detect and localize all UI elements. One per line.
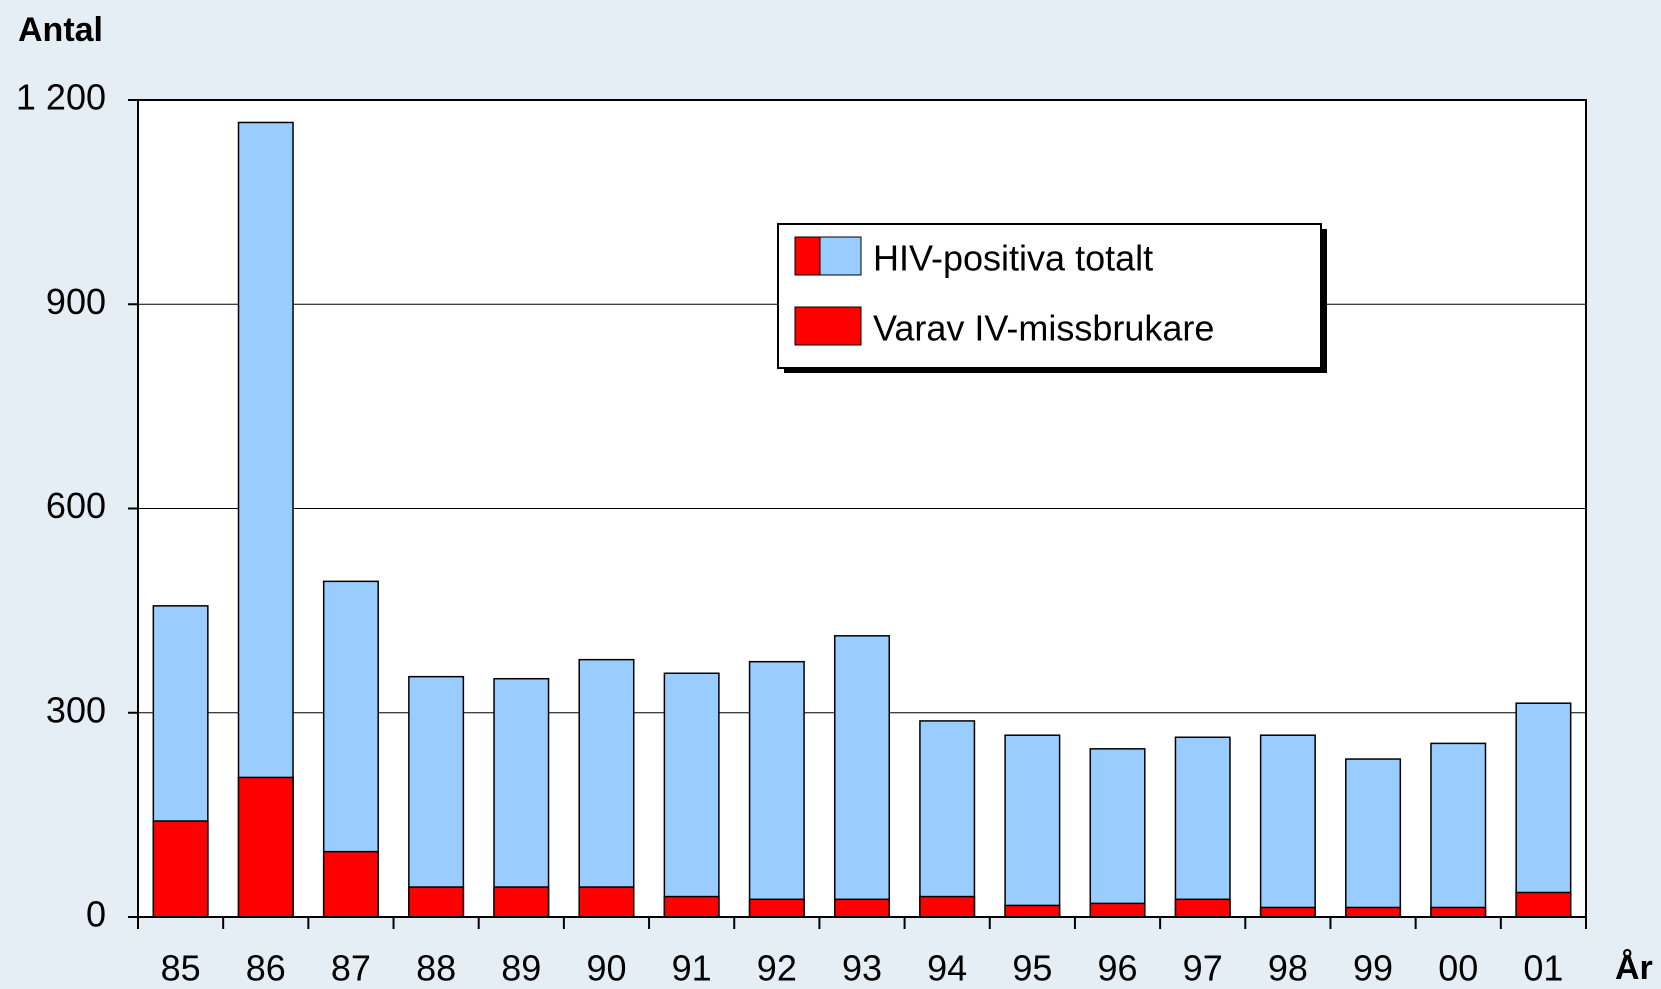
bar	[663, 895, 720, 918]
x-tick-label: 93	[842, 948, 882, 989]
x-tick-label: 86	[246, 948, 286, 989]
legend-swatch	[794, 306, 862, 346]
x-tick-label: 01	[1523, 948, 1563, 989]
bar	[748, 660, 805, 918]
bar	[408, 886, 465, 918]
bar	[1089, 902, 1146, 918]
bar	[1174, 736, 1231, 918]
bar	[1174, 898, 1231, 918]
y-axis-label: Antal	[18, 11, 103, 49]
legend-label: HIV-positiva totalt	[873, 238, 1153, 279]
bar	[493, 886, 550, 918]
plot-layer: 0 300 600 900 1 200 85 86 87 88 89 90 91 92 93 94 95 96 9…	[16, 77, 1587, 989]
x-tick-label: 97	[1183, 948, 1223, 989]
bar	[322, 850, 379, 918]
legend: HIV-positiva totalt Varav IV-missbrukare	[777, 223, 1327, 373]
bar	[748, 898, 805, 918]
bar	[1259, 906, 1316, 918]
legend-swatch	[819, 236, 862, 276]
bar	[408, 675, 465, 918]
plot-frame	[137, 99, 1587, 918]
bar	[1089, 748, 1146, 918]
bar	[1430, 742, 1487, 918]
bar	[663, 672, 720, 918]
bar	[152, 820, 209, 918]
x-tick-label: 96	[1098, 948, 1138, 989]
x-tick-label: 88	[416, 948, 456, 989]
legend-box	[777, 223, 1322, 369]
bar	[1430, 906, 1487, 918]
bar	[833, 635, 891, 918]
bar	[1259, 734, 1316, 918]
bar	[919, 895, 976, 918]
bar	[833, 898, 891, 918]
x-tick-label: 94	[927, 948, 967, 989]
x-tick-label: 90	[586, 948, 626, 989]
bar	[578, 658, 635, 918]
y-tick-label: 0	[86, 894, 106, 935]
y-tick-label: 300	[46, 689, 106, 730]
bar	[1345, 758, 1402, 918]
bar	[493, 677, 550, 918]
legend-swatch	[794, 236, 821, 276]
y-tick-label: 600	[46, 485, 106, 526]
x-tick-label: 99	[1353, 948, 1393, 989]
x-tick-label: 87	[331, 948, 371, 989]
legend-label: Varav IV-missbrukare	[873, 308, 1214, 349]
bar	[1515, 891, 1572, 918]
x-tick-label: 85	[161, 948, 201, 989]
bar	[1004, 904, 1061, 918]
x-tick-label: 95	[1012, 948, 1052, 989]
bar	[237, 776, 294, 918]
x-tick-label: 91	[672, 948, 712, 989]
x-axis-label: År	[1615, 949, 1653, 987]
x-tick-label: 92	[757, 948, 797, 989]
y-tick-label: 900	[46, 281, 106, 322]
x-tick-label: 00	[1438, 948, 1478, 989]
bar	[1004, 734, 1061, 918]
y-tick-label: 1 200	[16, 77, 106, 118]
x-tick-label: 89	[501, 948, 541, 989]
bar	[1345, 906, 1402, 918]
x-tick-label: 98	[1268, 948, 1308, 989]
bar	[1515, 702, 1572, 918]
bar	[919, 720, 976, 918]
bar	[578, 886, 635, 918]
